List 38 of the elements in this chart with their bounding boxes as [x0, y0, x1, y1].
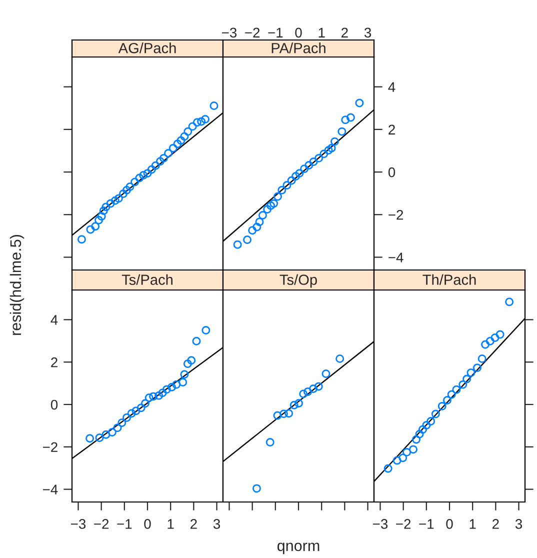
x-tick-label: −2 [94, 519, 109, 529]
x-tick-label: −2 [396, 519, 411, 529]
y-tick-label: −2 [388, 210, 404, 220]
x-tick-label: −1 [268, 28, 283, 38]
y-axis-title: resid(hd.lme.5) [10, 235, 24, 335]
x-tick-label: −2 [245, 28, 260, 38]
chart-title: Ts/Pach [122, 274, 172, 285]
y-tick-label: 2 [51, 357, 58, 368]
chart-title: Ts/Op [280, 274, 317, 288]
x-axis-title: qnorm [277, 542, 320, 554]
x-tick-label: 3 [364, 28, 372, 38]
x-tick-label: 0 [144, 519, 151, 529]
x-tick-label: 1 [470, 519, 476, 529]
x-tick-label: −3 [71, 519, 86, 529]
x-tick-label: −1 [419, 519, 434, 529]
x-tick-label: −1 [117, 519, 132, 529]
y-tick-label: −2 [42, 442, 58, 452]
y-tick-label: 2 [388, 124, 395, 134]
x-tick-label: 2 [342, 28, 348, 38]
chart-title: Th/Pach [422, 274, 476, 285]
x-tick-label: −3 [373, 519, 388, 529]
y-tick-label: 0 [388, 167, 396, 178]
y-tick-label: −4 [388, 252, 404, 262]
y-tick-label: 0 [50, 400, 58, 410]
y-tick-label: −4 [42, 484, 58, 494]
chart-title: AG/Pach [118, 42, 176, 54]
x-tick-label: 2 [492, 519, 499, 529]
x-tick-label: 3 [515, 519, 522, 529]
chart-title: PA/Pach [272, 42, 326, 54]
x-tick-label: 3 [213, 519, 220, 529]
x-tick-label: 1 [168, 519, 174, 529]
x-tick-label: 0 [446, 519, 453, 529]
y-tick-label: 4 [388, 82, 396, 92]
x-tick-label: 0 [295, 28, 302, 38]
x-tick-label: 1 [318, 28, 325, 38]
y-tick-label: 4 [50, 315, 58, 325]
x-tick-label: −3 [222, 28, 237, 38]
x-tick-label: 2 [190, 519, 197, 529]
